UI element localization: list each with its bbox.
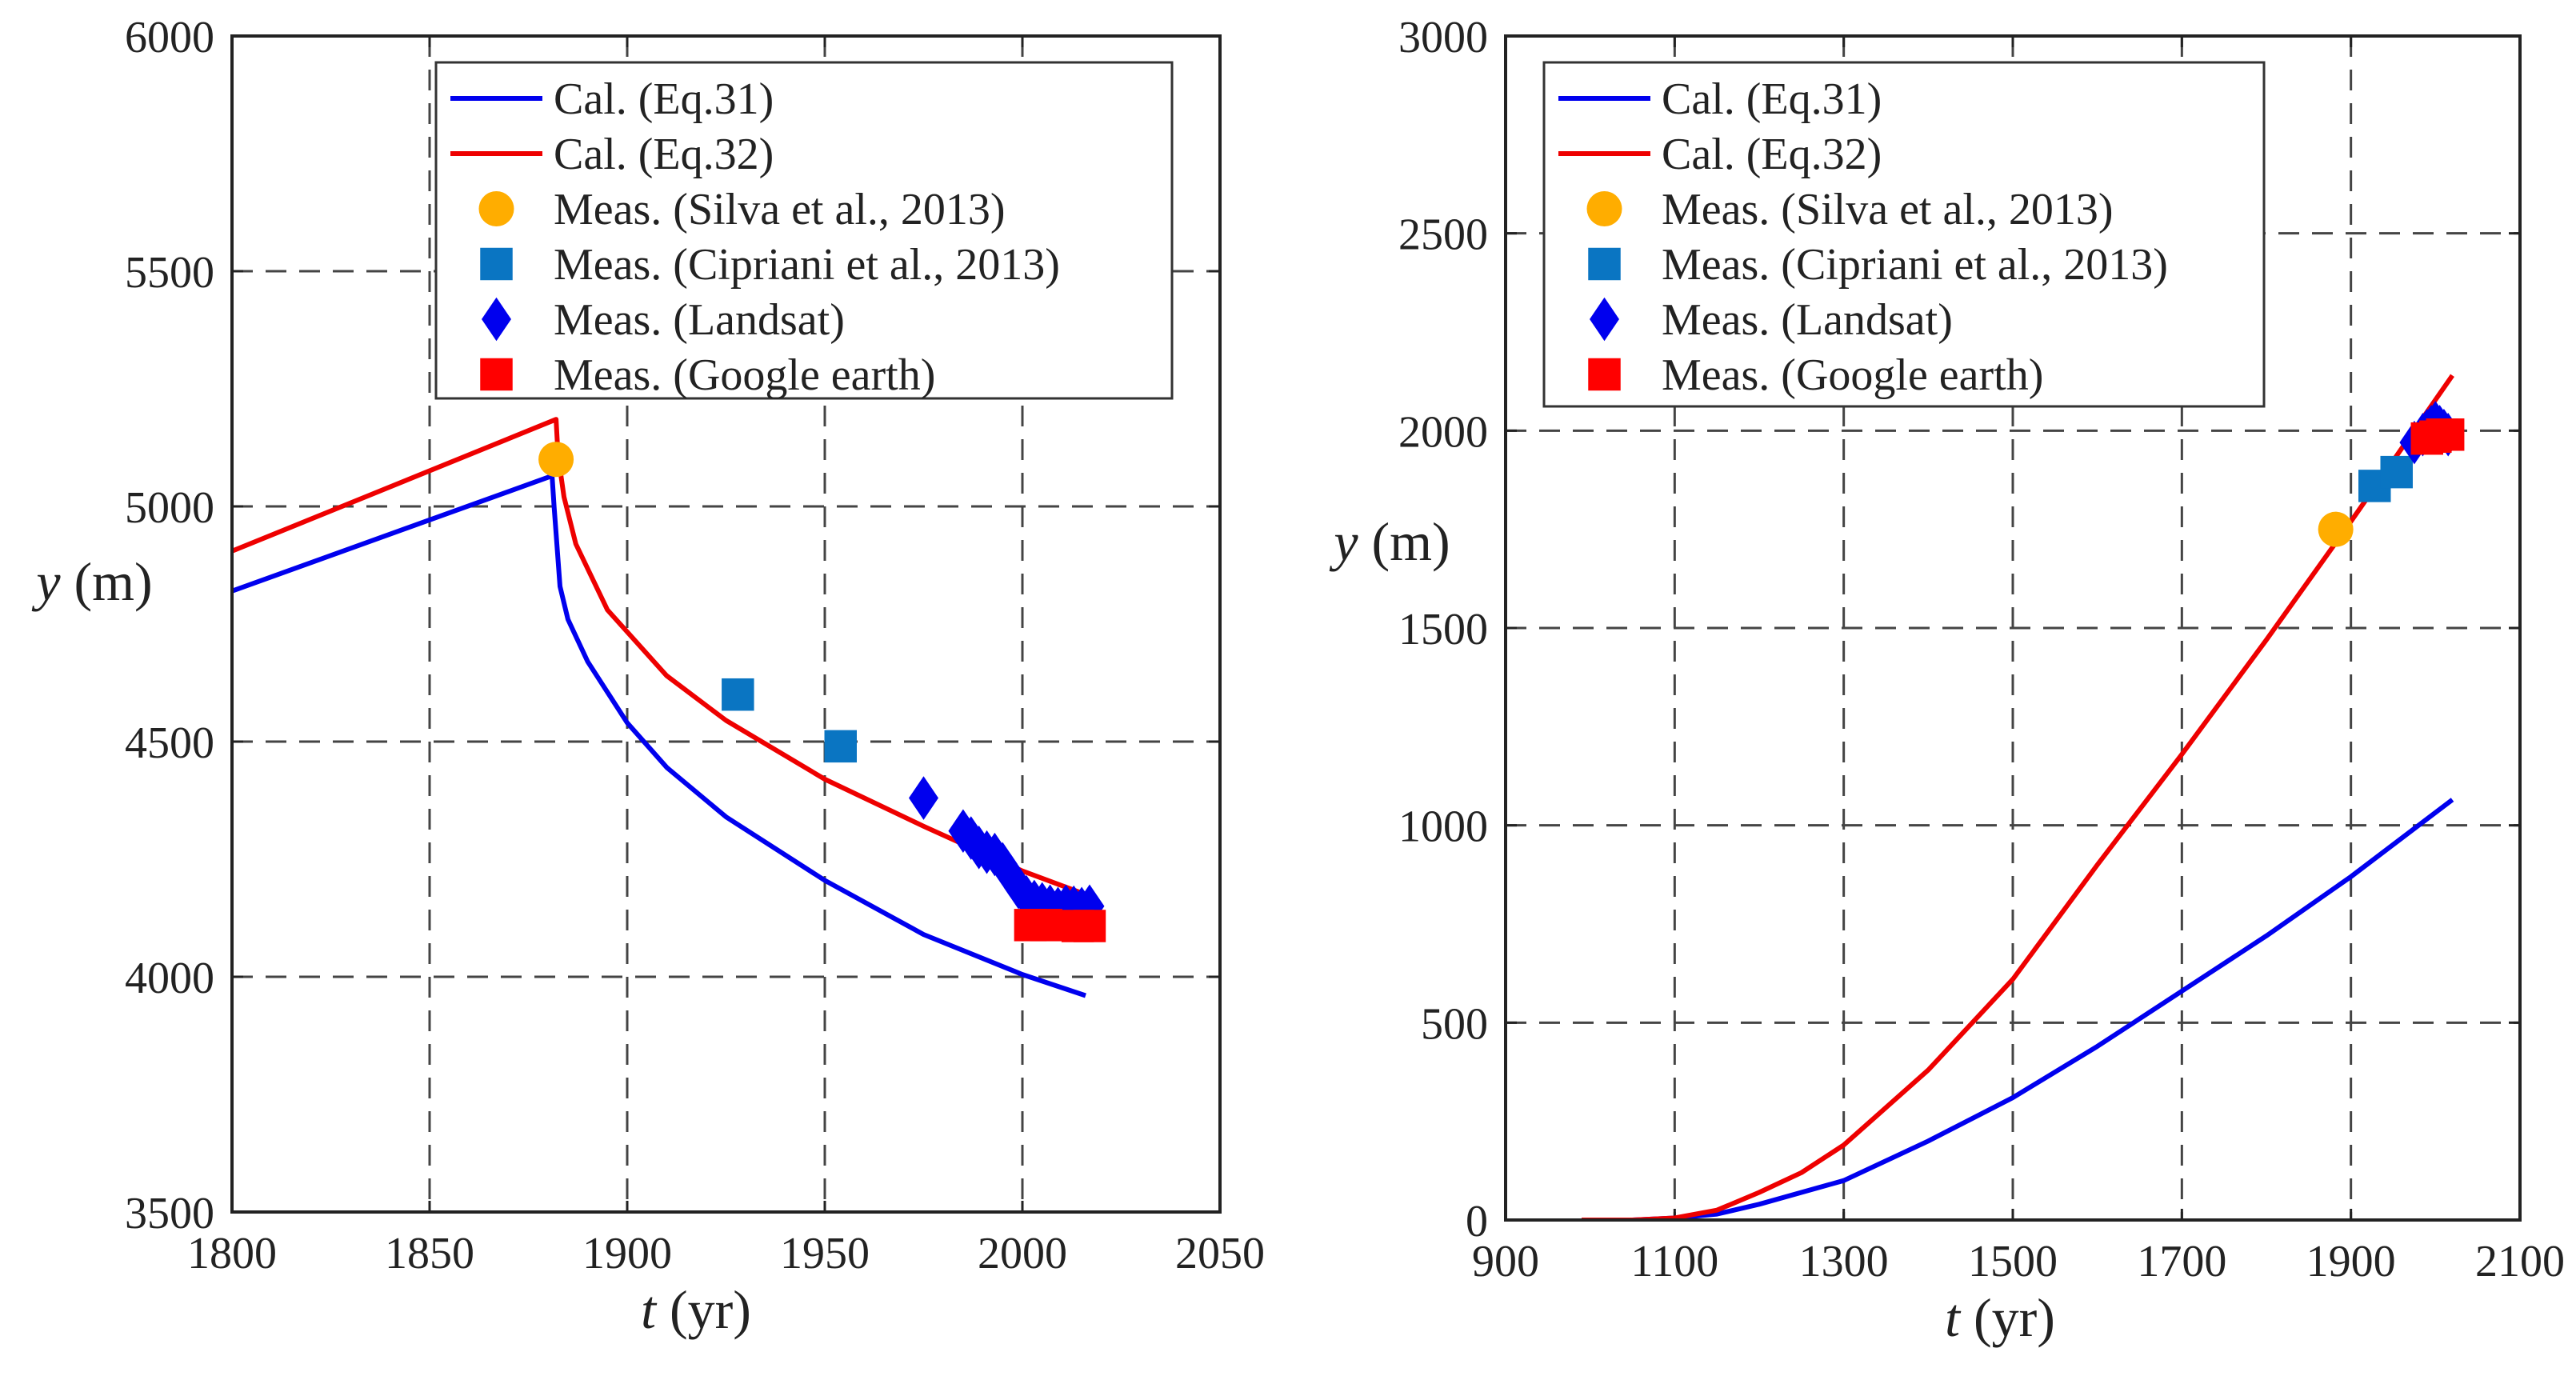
y-tick-label: 2500 [1398, 210, 1488, 260]
x-tick-label: 1900 [582, 1229, 672, 1278]
x-tick-label: 1300 [1799, 1237, 1889, 1286]
y-tick-label: 1500 [1398, 605, 1488, 654]
legend: Cal. (Eq.31) Cal. (Eq.32) Meas. (Silva et … [434, 61, 1174, 400]
legend-label: Meas. (Landsat) [1662, 295, 1953, 345]
data-point-meas-google-earth [1030, 909, 1062, 942]
legend-label: Cal. (Eq.32) [554, 130, 774, 179]
data-point-meas-cipriani-et-al-2013 [824, 730, 857, 763]
x-tick-label: 900 [1472, 1237, 1539, 1286]
x-axis-label: t (yr) [1945, 1287, 2055, 1348]
legend-label: Meas. (Silva et al., 2013) [1662, 185, 2114, 234]
y-tick-label: 1000 [1398, 802, 1488, 852]
data-point-meas-silva-et-al-2013 [538, 442, 574, 478]
legend-label: Cal. (Eq.32) [1662, 130, 1882, 179]
y-tick-label: 500 [1421, 999, 1488, 1049]
y-tick-label: 4000 [125, 954, 214, 1003]
x-tick-label: 1850 [385, 1229, 474, 1278]
legend-box [1542, 61, 2266, 408]
plot-area [232, 417, 1106, 998]
x-tick-label: 2050 [1175, 1229, 1265, 1278]
y-tick-label: 3000 [1398, 13, 1488, 62]
data-point-meas-silva-et-al-2013 [2318, 511, 2354, 547]
y-tick-label: 5000 [125, 483, 214, 533]
x-tick-label: 1950 [780, 1229, 870, 1278]
y-tick-label: 6000 [125, 13, 214, 62]
plot-frame [230, 34, 1222, 1214]
x-tick-label: 2100 [2475, 1237, 2565, 1286]
legend-diamond-swatch [482, 297, 511, 342]
series-line-cal-eq-31 [232, 473, 1086, 998]
y-tick-label: 5500 [125, 248, 214, 298]
legend-label: Meas. (Silva et al., 2013) [554, 185, 1006, 234]
x-tick-label: 1800 [187, 1229, 277, 1278]
legend-label: Meas. (Google earth) [554, 350, 935, 400]
plot-area [1582, 374, 2465, 1220]
legend-label: Meas. (Google earth) [1662, 350, 2043, 400]
x-tick-label: 2000 [978, 1229, 1067, 1278]
chart-2: 900 1100 1300 1500 1700 1900 2100 0 500 1000 1500 2… [1329, 13, 2565, 1348]
x-tick-label: 1500 [1968, 1237, 2058, 1286]
data-point-meas-google-earth [2431, 418, 2465, 451]
legend-label: Cal. (Eq.31) [554, 74, 774, 124]
y-tick-label: 2000 [1398, 407, 1488, 457]
y-axis-label: y (m) [31, 551, 152, 612]
data-point-meas-google-earth [1073, 910, 1106, 942]
y-tick-label: 0 [1466, 1197, 1488, 1246]
plot-frame [1504, 34, 2522, 1222]
legend-circle-swatch [478, 191, 514, 226]
legend-square-swatch [1588, 247, 1621, 281]
y-tick-label: 4500 [125, 718, 214, 768]
data-point-meas-landsat [909, 776, 938, 820]
data-point-meas-cipriani-et-al-2013 [2380, 455, 2413, 489]
series-line-cal-eq-31 [1582, 798, 2454, 1220]
legend-square-swatch [480, 247, 513, 281]
series-line-cal-eq-32 [1582, 374, 2454, 1220]
legend-box [434, 61, 1174, 400]
y-axis-label: y (m) [1329, 511, 1450, 572]
x-tick-label: 1100 [1630, 1237, 1718, 1286]
legend-square-swatch [480, 358, 513, 391]
legend-label: Meas. (Cipriani et al., 2013) [554, 240, 1060, 290]
legend-label: Meas. (Cipriani et al., 2013) [1662, 240, 2168, 290]
x-tick-label: 1900 [2306, 1237, 2396, 1286]
data-point-meas-cipriani-et-al-2013 [722, 678, 754, 711]
x-tick-label: 1700 [2137, 1237, 2226, 1286]
legend-label: Meas. (Landsat) [554, 295, 845, 345]
legend-label: Cal. (Eq.31) [1662, 74, 1882, 124]
x-axis-label: t (yr) [641, 1279, 751, 1340]
legend-diamond-swatch [1590, 297, 1619, 342]
chart-1: 1800 1850 1900 1950 2000 2050 3500 4000 4500 5000… [31, 13, 1265, 1340]
y-tick-label: 3500 [125, 1189, 214, 1238]
legend: Cal. (Eq.31) Cal. (Eq.32) Meas. (Silva et … [1542, 61, 2266, 408]
legend-circle-swatch [1586, 191, 1622, 226]
legend-square-swatch [1588, 358, 1621, 391]
